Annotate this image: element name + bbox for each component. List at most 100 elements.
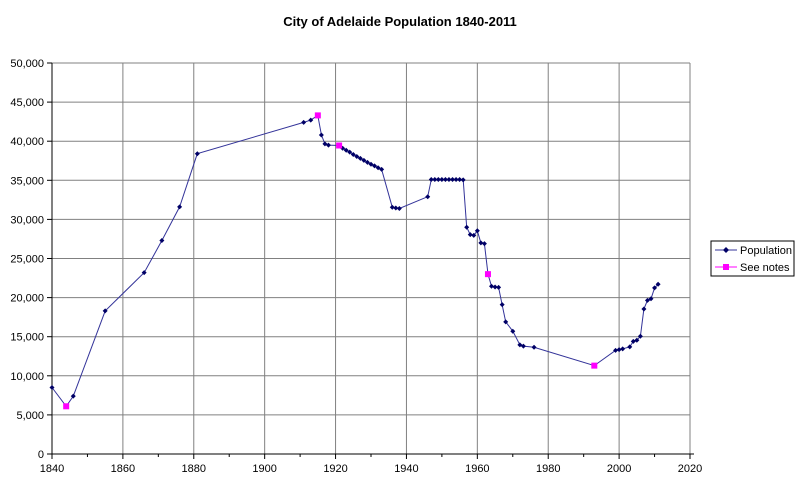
x-tick-label: 2020 xyxy=(678,463,702,475)
population-point xyxy=(393,205,399,211)
see-notes-point xyxy=(484,271,491,278)
population-point xyxy=(350,151,356,157)
population-point xyxy=(177,204,183,210)
population-point xyxy=(325,142,331,148)
population-point xyxy=(464,224,470,230)
see-notes-point xyxy=(314,112,321,119)
population-point xyxy=(141,270,147,276)
population-point xyxy=(49,385,55,391)
legend-box xyxy=(710,240,795,277)
population-point xyxy=(644,297,650,303)
population-point xyxy=(460,177,466,183)
population-point xyxy=(102,308,108,314)
population-point xyxy=(442,177,448,183)
population-point xyxy=(453,177,459,183)
y-tick-label: 50,000 xyxy=(10,58,44,70)
see-notes-point xyxy=(336,142,343,149)
legend-see-notes-square-icon xyxy=(723,264,729,270)
population-point xyxy=(531,344,537,350)
x-tick-label: 1940 xyxy=(394,463,418,475)
legend-see-notes-label: See notes xyxy=(740,262,790,274)
population-point xyxy=(439,177,445,183)
population-point xyxy=(478,240,484,246)
population-point xyxy=(648,296,654,302)
y-tick-label: 15,000 xyxy=(10,332,44,344)
population-point xyxy=(347,149,353,155)
population-point xyxy=(510,328,516,334)
population-point xyxy=(620,346,626,352)
x-tick-label: 1920 xyxy=(323,463,347,475)
population-point xyxy=(354,153,360,159)
population-point xyxy=(634,337,640,343)
axes: 0 5,000 10,000 15,000 20,000 25,000 30,000 35,0… xyxy=(10,58,702,475)
population-point xyxy=(616,347,622,353)
population-point xyxy=(308,117,314,123)
data-series xyxy=(49,112,661,410)
see-notes-point xyxy=(63,403,70,410)
population-point xyxy=(159,238,165,244)
population-point xyxy=(364,159,370,165)
population-point xyxy=(432,177,438,183)
population-point xyxy=(357,155,363,161)
population-point xyxy=(481,241,487,247)
population-point xyxy=(361,157,367,163)
gridlines xyxy=(52,62,691,454)
population-point xyxy=(425,194,431,200)
population-point xyxy=(496,284,502,290)
y-tick-label: 35,000 xyxy=(10,175,44,187)
population-point xyxy=(489,283,495,289)
population-point xyxy=(343,147,349,153)
population-point xyxy=(471,232,477,238)
population-point xyxy=(389,204,395,210)
population-point xyxy=(318,132,324,138)
population-point xyxy=(641,306,647,312)
population-point xyxy=(652,285,658,291)
x-tick-label: 1880 xyxy=(182,463,206,475)
population-point xyxy=(194,151,200,157)
see-notes-point xyxy=(591,362,598,369)
y-tick-label: 0 xyxy=(38,449,44,461)
population-point xyxy=(520,343,526,349)
population-point xyxy=(499,302,505,308)
x-tick-label: 1900 xyxy=(252,463,276,475)
population-point xyxy=(637,333,643,339)
population-point xyxy=(379,166,385,172)
population-point xyxy=(474,228,480,234)
population-point xyxy=(70,393,76,399)
y-tick-label: 10,000 xyxy=(10,371,44,383)
legend-population-label: Population xyxy=(740,245,792,257)
population-line xyxy=(51,114,659,408)
x-tick-label: 1960 xyxy=(465,463,489,475)
x-tick-label: 1840 xyxy=(40,463,64,475)
population-point xyxy=(428,177,434,183)
population-point xyxy=(301,119,307,125)
legend-population-diamond-icon xyxy=(723,247,729,253)
population-point xyxy=(503,319,509,325)
population-point xyxy=(467,232,473,238)
y-tick-label: 40,000 xyxy=(10,136,44,148)
population-point xyxy=(655,281,661,287)
population-point xyxy=(435,177,441,183)
y-tick-label: 5,000 xyxy=(16,410,44,422)
population-point xyxy=(375,165,381,171)
x-tick-label: 1860 xyxy=(111,463,135,475)
legend: Population See notes xyxy=(710,240,795,277)
population-point xyxy=(613,347,619,353)
chart-title: City of Adelaide Population 1840-2011 xyxy=(283,14,517,29)
population-point xyxy=(396,205,402,211)
population-point xyxy=(450,177,456,183)
population-point xyxy=(627,344,633,350)
population-point xyxy=(492,284,498,290)
y-tick-label: 30,000 xyxy=(10,214,44,226)
x-tick-label: 2000 xyxy=(607,463,631,475)
x-tick-label: 1980 xyxy=(536,463,560,475)
y-tick-label: 45,000 xyxy=(10,97,44,109)
population-point xyxy=(368,161,374,167)
y-tick-label: 20,000 xyxy=(10,293,44,305)
population-point xyxy=(372,163,378,169)
population-point xyxy=(446,177,452,183)
population-point xyxy=(457,177,463,183)
y-tick-label: 25,000 xyxy=(10,254,44,266)
